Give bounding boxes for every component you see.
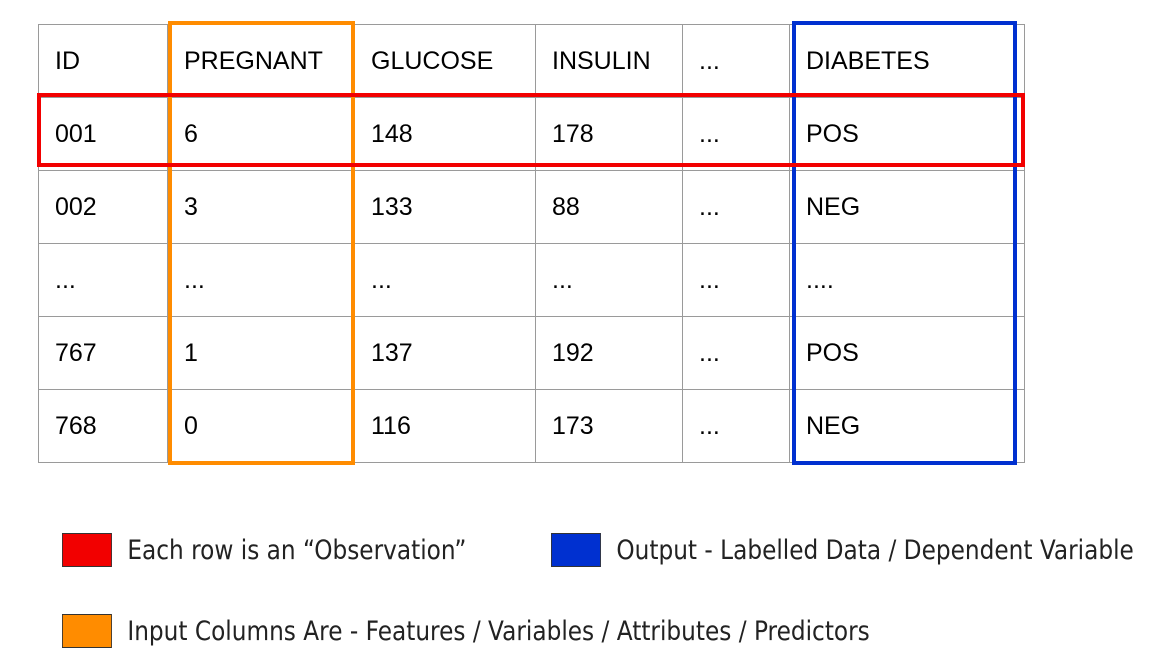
- table-cell: 001: [38, 97, 168, 171]
- header-cell-glucose: GLUCOSE: [354, 24, 536, 98]
- table-cell: ...: [167, 243, 355, 317]
- table-row: 767 1 137 192 ... POS: [38, 316, 1025, 390]
- legend-item-input: Input Columns Are - Features / Variables…: [62, 614, 870, 648]
- legend-item-output: Output - Labelled Data / Dependent Varia…: [551, 533, 1134, 567]
- data-table: ID PREGNANT GLUCOSE INSULIN ... DIABETES…: [38, 24, 1025, 463]
- legend-item-observation: Each row is an “Observation”: [62, 533, 466, 567]
- legend-label-observation: Each row is an “Observation”: [127, 534, 467, 566]
- legend-label-output: Output - Labelled Data / Dependent Varia…: [616, 534, 1134, 566]
- table-header-row: ID PREGNANT GLUCOSE INSULIN ... DIABETES: [38, 24, 1025, 98]
- table-row: 768 0 116 173 ... NEG: [38, 389, 1025, 463]
- table-cell: 137: [354, 316, 536, 390]
- legend-label-input: Input Columns Are - Features / Variables…: [127, 615, 870, 647]
- header-cell-diabetes: DIABETES: [789, 24, 1025, 98]
- table-cell: 6: [167, 97, 355, 171]
- table-cell: 173: [535, 389, 683, 463]
- table-cell: ...: [682, 97, 790, 171]
- header-cell-insulin: INSULIN: [535, 24, 683, 98]
- table-cell: 178: [535, 97, 683, 171]
- table-cell: ....: [789, 243, 1025, 317]
- header-cell-ellipsis: ...: [682, 24, 790, 98]
- table-cell: 767: [38, 316, 168, 390]
- table-cell: 133: [354, 170, 536, 244]
- observation-color-swatch: [62, 533, 112, 567]
- table-cell: 192: [535, 316, 683, 390]
- table-cell: ...: [682, 243, 790, 317]
- table-cell: 002: [38, 170, 168, 244]
- table-cell: ...: [682, 316, 790, 390]
- table-cell: 0: [167, 389, 355, 463]
- table-row: 001 6 148 178 ... POS: [38, 97, 1025, 171]
- table-cell: ...: [354, 243, 536, 317]
- table-cell: POS: [789, 97, 1025, 171]
- table-cell: 1: [167, 316, 355, 390]
- table-cell: ...: [535, 243, 683, 317]
- input-color-swatch: [62, 614, 112, 648]
- table-cell: 768: [38, 389, 168, 463]
- table-cell: 3: [167, 170, 355, 244]
- table-cell: 148: [354, 97, 536, 171]
- table-cell: 116: [354, 389, 536, 463]
- table-row: 002 3 133 88 ... NEG: [38, 170, 1025, 244]
- header-cell-id: ID: [38, 24, 168, 98]
- table-cell: NEG: [789, 170, 1025, 244]
- table-cell: ...: [38, 243, 168, 317]
- table-cell: POS: [789, 316, 1025, 390]
- table-cell: ...: [682, 389, 790, 463]
- table-cell: NEG: [789, 389, 1025, 463]
- table-cell: 88: [535, 170, 683, 244]
- output-color-swatch: [551, 533, 601, 567]
- table-row: ... ... ... ... ... ....: [38, 243, 1025, 317]
- header-cell-pregnant: PREGNANT: [167, 24, 355, 98]
- table-cell: ...: [682, 170, 790, 244]
